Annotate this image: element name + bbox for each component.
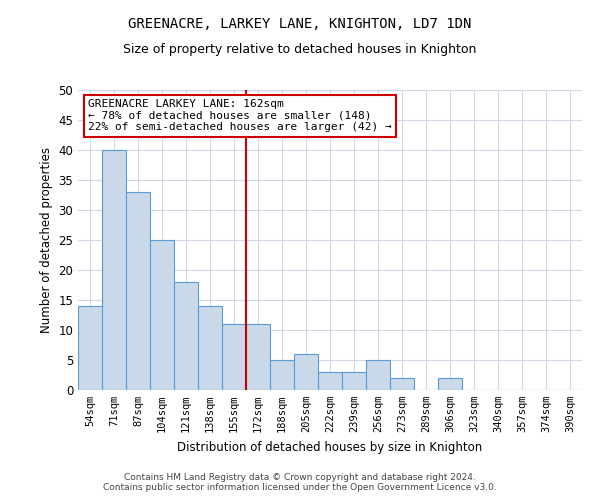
X-axis label: Distribution of detached houses by size in Knighton: Distribution of detached houses by size …: [178, 440, 482, 454]
Bar: [318, 372, 342, 390]
Bar: [342, 372, 366, 390]
Bar: [78, 306, 102, 390]
Text: GREENACRE, LARKEY LANE, KNIGHTON, LD7 1DN: GREENACRE, LARKEY LANE, KNIGHTON, LD7 1D…: [128, 18, 472, 32]
Text: Contains public sector information licensed under the Open Government Licence v3: Contains public sector information licen…: [103, 484, 497, 492]
Bar: [366, 360, 390, 390]
Bar: [294, 354, 318, 390]
Bar: [222, 324, 246, 390]
Bar: [198, 306, 222, 390]
Bar: [174, 282, 198, 390]
Bar: [102, 150, 126, 390]
Y-axis label: Number of detached properties: Number of detached properties: [40, 147, 53, 333]
Bar: [126, 192, 150, 390]
Text: Size of property relative to detached houses in Knighton: Size of property relative to detached ho…: [124, 42, 476, 56]
Text: GREENACRE LARKEY LANE: 162sqm
← 78% of detached houses are smaller (148)
22% of : GREENACRE LARKEY LANE: 162sqm ← 78% of d…: [88, 99, 392, 132]
Bar: [438, 378, 462, 390]
Bar: [150, 240, 174, 390]
Bar: [246, 324, 270, 390]
Text: Contains HM Land Registry data © Crown copyright and database right 2024.: Contains HM Land Registry data © Crown c…: [124, 474, 476, 482]
Bar: [270, 360, 294, 390]
Bar: [390, 378, 414, 390]
